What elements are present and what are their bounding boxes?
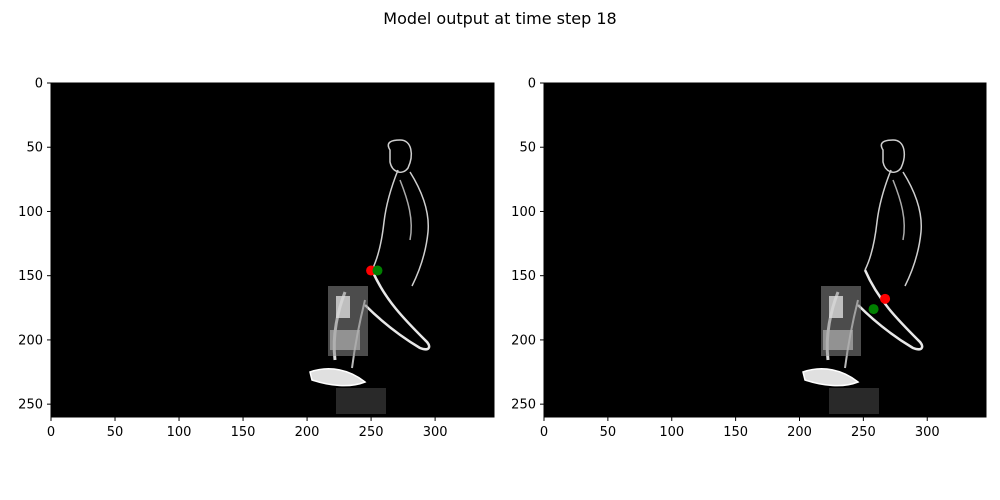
left-y-tick-label: 250: [18, 398, 43, 413]
left-y-tick-label: 200: [18, 333, 43, 348]
right-y-tick-label: 200: [511, 333, 536, 348]
right-x-tick-label: 100: [659, 425, 684, 440]
right-image-texture: [821, 286, 879, 414]
left-panel: 0 50 100 150 200 250 300 0 50 100 150 200 250: [18, 77, 495, 440]
left-image-texture: [328, 286, 386, 414]
right-image-background: [544, 83, 986, 417]
left-x-tick-label: 150: [231, 425, 256, 440]
left-x-tick-label: 100: [167, 425, 192, 440]
left-axes: 0 50 100 150 200 250 300 0 50 100 150 200 250: [18, 77, 495, 440]
left-green-point: [372, 265, 383, 276]
right-green-point: [868, 304, 879, 315]
left-y-tick-label: 150: [18, 269, 43, 284]
left-y-tick-label: 0: [35, 77, 43, 92]
right-panel: 0 50 100 150 200 250 300 0 50 100 150 200 250: [511, 77, 987, 440]
left-y-tick-label: 100: [18, 205, 43, 220]
left-points: [366, 265, 383, 276]
right-axes-frame: [543, 82, 987, 418]
right-y-tick-label: 100: [511, 205, 536, 220]
right-points: [868, 293, 891, 315]
right-x-tick-label: 150: [723, 425, 748, 440]
right-x-tick-label: 50: [600, 425, 617, 440]
left-y-tick-label: 50: [26, 141, 43, 156]
right-x-tick-label: 0: [540, 425, 548, 440]
left-axes-frame: [50, 82, 495, 418]
right-y-tick-label: 250: [511, 398, 536, 413]
right-y-tick-label: 150: [511, 269, 536, 284]
left-image-background: [51, 83, 494, 417]
right-x-tick-label: 200: [787, 425, 812, 440]
left-x-tick-label: 200: [295, 425, 320, 440]
left-x-tick-label: 300: [423, 425, 448, 440]
right-x-tick-label: 300: [915, 425, 940, 440]
right-y-tick-label: 50: [519, 141, 536, 156]
left-x-tick-label: 250: [359, 425, 384, 440]
right-axes: 0 50 100 150 200 250 300 0 50 100 150 200 250: [511, 77, 987, 440]
right-x-tick-label: 250: [851, 425, 876, 440]
left-x-tick-label: 0: [47, 425, 55, 440]
right-y-tick-label: 0: [528, 77, 536, 92]
right-red-point: [880, 293, 891, 304]
figure-title: Model output at time step 18: [383, 9, 616, 28]
left-x-tick-label: 50: [107, 425, 124, 440]
